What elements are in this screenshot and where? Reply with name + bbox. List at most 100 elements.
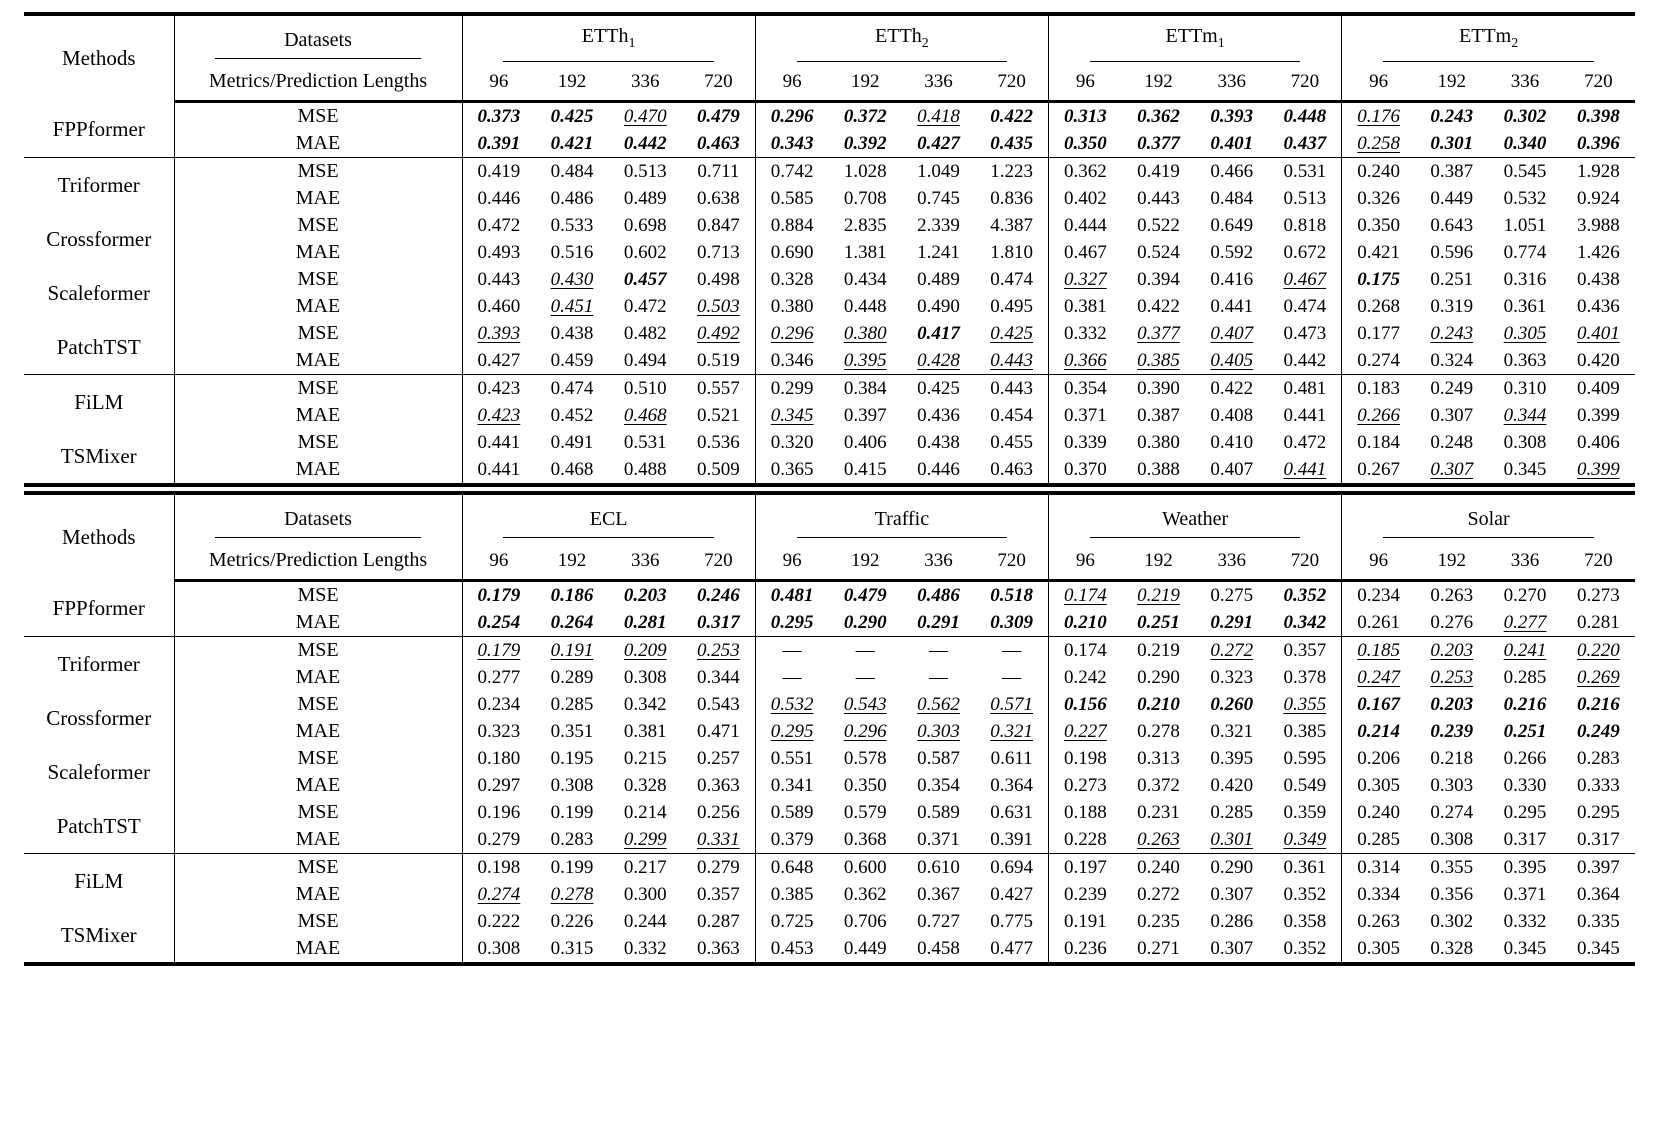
value-cell: 0.363 [696,775,740,796]
value-cell: 0.415 [843,459,887,480]
value-cell: 0.210 [1047,609,1122,637]
length-header: 192 [1121,63,1196,103]
value-cell: 0.323 [1210,667,1254,688]
value-cell: 4.387 [990,215,1033,236]
value-cell: 0.443 [975,374,1049,402]
value-cell: 0.379 [754,826,829,854]
table-row: MAE 0.279 0.283 0.299 0.331 0.379 0.368 0.371 0.… [24,826,1635,854]
value-cell: 0.551 [754,745,829,772]
value-cell: 0.273 [1047,772,1122,799]
table-row: Crossformer MSE 0.472 0.533 0.698 0.847 0.884 2… [24,212,1635,251]
value-cell: 0.206 [1341,745,1416,772]
value-cell: 0.513 [608,157,682,185]
table-row: MAE 0.391 0.421 0.442 0.463 0.343 0.392 0.427 0.… [24,130,1635,158]
value-cell: 1.051 [1503,215,1547,236]
value-cell: 0.351 [550,721,594,742]
value-cell: 0.589 [917,802,960,823]
value-cell: 0.428 [917,350,960,371]
value-cell: 0.283 [550,829,594,850]
datasets-header-label: Datasets [214,500,422,538]
value-cell: 0.236 [1047,935,1122,964]
table-row: MAE 0.441 0.468 0.488 0.509 0.365 0.415 0.446 0.… [24,456,1635,485]
length-header: 96 [754,63,829,103]
metric-label: MAE [173,347,462,375]
value-cell: 0.672 [1283,242,1327,263]
value-cell: 0.203 [1430,694,1474,715]
value-cell: 0.392 [843,133,887,154]
value-cell: 0.395 [1488,853,1562,881]
value-cell: 0.423 [461,374,536,402]
value-cell: 0.180 [461,745,536,772]
value-cell: 0.269 [1576,667,1620,688]
value-cell: 0.405 [1210,350,1254,371]
value-cell: 0.385 [1137,350,1180,371]
value-cell: 0.711 [681,157,756,185]
value-cell: 0.314 [1341,853,1416,881]
value-cell: 0.309 [990,612,1033,633]
value-cell: 0.274 [461,881,536,908]
value-cell: 0.290 [843,612,887,633]
value-cell: 0.448 [1283,106,1327,127]
value-cell: — [754,636,829,664]
value-cell: 0.387 [1137,405,1180,426]
value-cell: 0.220 [1561,636,1635,664]
value-cell: 0.463 [696,133,740,154]
method-label: TSMixer [60,922,137,947]
value-cell: 0.219 [1137,585,1180,606]
value-cell: 0.713 [696,242,740,263]
metric-label: MAE [173,456,462,485]
value-cell: 0.533 [550,215,594,236]
value-cell: 0.281 [623,612,667,633]
value-cell: 0.513 [1283,188,1327,209]
value-cell: 0.299 [754,374,829,402]
value-cell: 0.203 [623,585,667,606]
value-cell: 0.198 [461,853,536,881]
value-cell: 0.437 [1283,133,1327,154]
value-cell: 0.592 [1210,242,1254,263]
results-table-top: Methods Datasets ETTh1 ETTh2 ETTm1 ETTm2 Metri… [24,12,1635,487]
value-cell: 0.416 [1210,269,1254,290]
value-cell: 0.315 [550,938,594,959]
value-cell: 0.339 [1047,429,1122,456]
value-cell: 0.321 [1210,721,1254,742]
value-cell: 0.399 [1576,405,1620,426]
value-cell: 0.227 [1047,718,1122,745]
value-cell: 0.522 [1137,215,1180,236]
value-cell: 0.494 [623,350,667,371]
value-cell: 0.214 [623,802,667,823]
methods-header: Methods [62,46,136,71]
metric-label: MSE [173,636,462,664]
value-cell: 0.443 [1137,188,1180,209]
value-cell: 0.328 [623,775,667,796]
metric-label: MAE [173,664,462,691]
value-cell: — [855,667,875,688]
value-cell: 0.263 [1430,585,1474,606]
value-cell: 0.443 [990,350,1033,371]
results-table-bottom: Methods Datasets ECL Traffic Weather Solar Met… [24,491,1635,966]
table-row: TSMixer MSE 0.441 0.491 0.531 0.536 0.320 0.406… [24,429,1635,468]
value-cell: 0.562 [917,694,960,715]
value-cell: 0.727 [917,911,960,932]
table-row: MAE 0.277 0.289 0.308 0.344 — — — — 0.242 0.290 0.3… [24,664,1635,691]
value-cell: 0.436 [917,405,960,426]
table-row: Triformer MSE 0.419 0.484 0.513 0.711 0.742 1.0… [24,157,1635,212]
value-cell: 0.349 [1283,829,1327,850]
metric-label: MAE [173,935,462,964]
value-cell: 0.385 [754,881,829,908]
value-cell: 0.328 [754,266,829,293]
value-cell: 1.810 [990,242,1033,263]
value-cell: 0.408 [1210,405,1254,426]
value-cell: 0.345 [1576,938,1620,959]
length-header: 336 [608,63,682,103]
value-cell: 0.301 [1210,829,1254,850]
value-cell: 0.307 [1210,884,1254,905]
value-cell: 0.371 [917,829,960,850]
value-cell: 0.198 [1047,745,1122,772]
value-cell: — [929,667,949,688]
value-cell: 0.394 [1137,269,1180,290]
value-cell: 0.239 [1430,721,1474,742]
metric-label: MAE [173,402,462,429]
value-cell: 0.299 [623,829,667,850]
value-cell: 0.745 [917,188,960,209]
value-cell: 0.847 [696,215,740,236]
